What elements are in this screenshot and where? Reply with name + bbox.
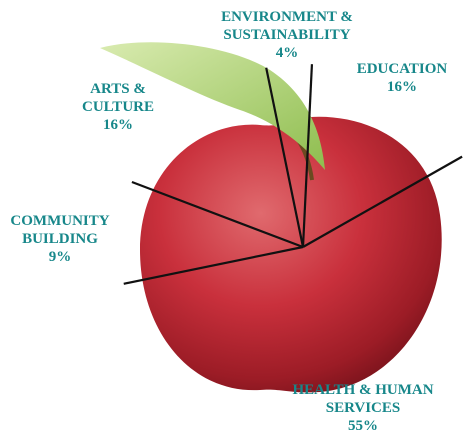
value-label: 9% (48, 249, 72, 265)
slices (123, 64, 463, 285)
category-name: ENVIRONMENT & SUSTAINABILITY (221, 9, 353, 43)
slice-divider (265, 67, 305, 248)
category-name: EDUCATION (356, 61, 448, 77)
slice-divider (131, 180, 304, 249)
apple (140, 116, 442, 393)
value-label: 16% (103, 117, 133, 133)
value-label: 55% (348, 418, 378, 434)
slice-divider (123, 245, 304, 285)
value-label: 4% (275, 45, 299, 61)
slice-label: HEALTH & HUMAN SERVICES 55% (282, 381, 444, 435)
slice-label: ARTS & CULTURE 16% (70, 80, 166, 134)
slice-divider (301, 64, 314, 248)
slice-divider (302, 155, 463, 248)
slice-label: EDUCATION 16% (340, 60, 464, 96)
apple-leaf (100, 42, 325, 171)
category-name: HEALTH & HUMAN SERVICES (292, 382, 434, 416)
category-name: COMMUNITY BUILDING (10, 213, 110, 247)
slice-label: ENVIRONMENT & SUSTAINABILITY 4% (204, 8, 370, 62)
value-label: 16% (387, 79, 417, 95)
slice-label: COMMUNITY BUILDING 9% (2, 212, 118, 266)
category-name: ARTS & CULTURE (82, 81, 154, 115)
